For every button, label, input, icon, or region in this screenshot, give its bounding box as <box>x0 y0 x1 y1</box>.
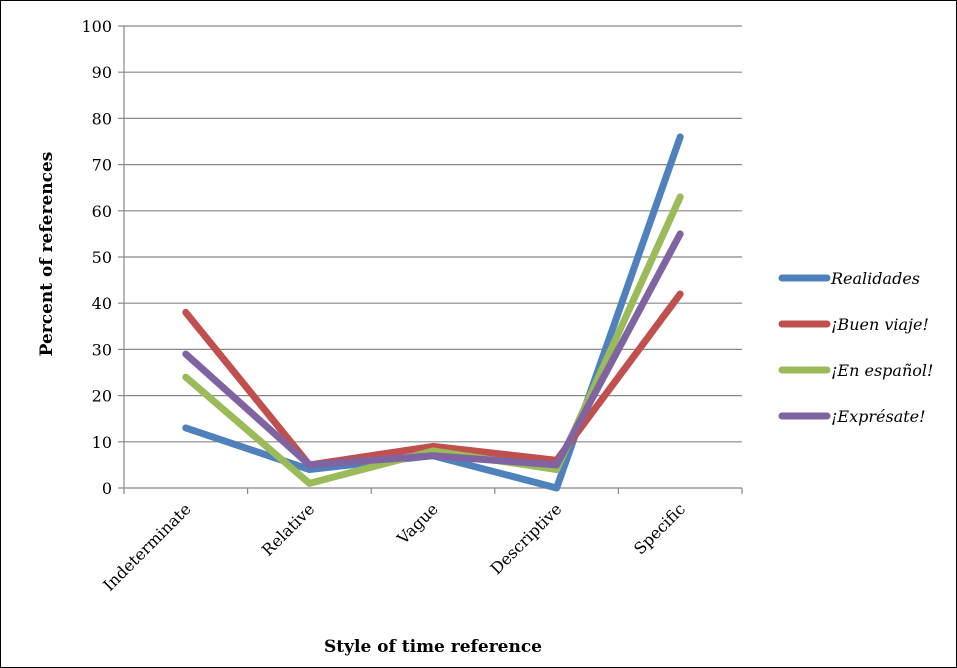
series-line-0 <box>182 133 684 492</box>
y-tick-label: 10 <box>92 433 112 452</box>
y-tick-label: 70 <box>92 156 112 175</box>
series-line-1 <box>182 290 684 469</box>
y-tick-label: 60 <box>92 202 112 221</box>
y-tick-label: 20 <box>92 387 112 406</box>
x-tick-label: Descriptive <box>487 499 566 578</box>
y-tick-label: 0 <box>102 479 112 498</box>
legend-label-1: ¡Buen viaje! <box>831 315 929 334</box>
series-line-2 <box>182 193 684 487</box>
y-tick-label: 90 <box>92 63 112 82</box>
series-lines <box>182 133 684 492</box>
legend-label-3: ¡Exprésate! <box>831 407 926 426</box>
y-tick-label: 100 <box>81 17 112 36</box>
x-tick-label: Indeterminate <box>99 499 194 594</box>
legend-label-0: Realidades <box>830 269 920 288</box>
x-tick-label: Relative <box>258 499 318 559</box>
legend: Realidades ¡Buen viaje! ¡En español! ¡Expré… <box>778 269 933 426</box>
y-axis-ticks: 0 10 20 30 40 50 60 70 80 90 100 <box>81 17 124 498</box>
x-tick-label: Specific <box>630 499 689 558</box>
x-axis-title: Style of time reference <box>324 637 542 657</box>
axes <box>123 26 742 489</box>
legend-label-2: ¡En español! <box>831 361 933 380</box>
y-axis-title: Percent of references <box>37 152 57 357</box>
y-tick-label: 80 <box>92 109 112 128</box>
x-axis-ticks: Indeterminate Relative Vague Descriptive Spe… <box>99 488 743 595</box>
y-tick-label: 30 <box>92 340 112 359</box>
y-tick-label: 50 <box>92 248 112 267</box>
y-tick-label: 40 <box>92 294 112 313</box>
series-line-3 <box>182 230 684 469</box>
x-tick-label: Vague <box>393 499 442 548</box>
